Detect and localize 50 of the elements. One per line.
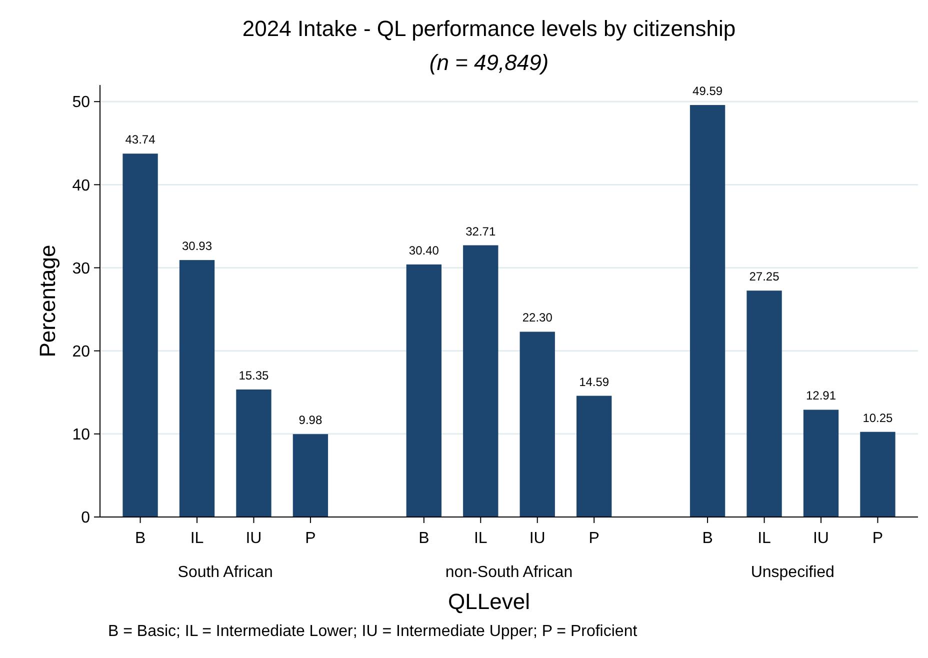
data-label: 30.40 (408, 243, 440, 258)
y-tick-label: 40 (72, 177, 90, 194)
y-tick-label: 0 (81, 510, 90, 527)
bar (406, 264, 442, 517)
data-label: 43.74 (125, 132, 156, 147)
text: non-South African (445, 564, 573, 581)
x-axis-title: QLLevel (448, 589, 530, 614)
data-label: 14.59 (579, 374, 610, 389)
text: South African (178, 564, 273, 581)
bar (292, 434, 328, 517)
data-label: 15.35 (238, 368, 270, 382)
chart-subtitle: (n = 49,849) (429, 50, 549, 75)
data-label: 9.98 (298, 413, 322, 428)
x-tick-label: B (134, 530, 146, 547)
data-label: 10.25 (862, 410, 894, 425)
data-label: 32.71 (466, 224, 496, 238)
bar (236, 389, 272, 517)
data-label: 22.30 (522, 310, 553, 325)
x-tick-label: IL (190, 530, 204, 547)
bar (746, 290, 782, 517)
x-tick-label: B (418, 530, 430, 547)
bar (122, 154, 158, 517)
x-tick-label: IL (474, 530, 488, 547)
x-tick-label: B (702, 530, 713, 547)
x-tick-label: P (872, 530, 884, 547)
x-tick-label: P (305, 530, 316, 547)
text: Unspecified (750, 564, 834, 581)
x-tick-label: IL (758, 530, 772, 547)
x-tick-label: IU (529, 530, 546, 547)
x-tick-label: IU (246, 530, 262, 547)
x-tick-label: IU (812, 530, 829, 547)
y-tick-label: 50 (72, 94, 90, 112)
y-tick-label: 20 (72, 343, 90, 360)
bar (463, 245, 498, 517)
bar (576, 396, 612, 517)
chart-title: 2024 Intake - QL performance levels by citizenship (242, 16, 736, 41)
y-tick-label: 10 (72, 426, 90, 444)
text: B = Basic; IL = Intermediate Lower; IU = Intermediate Upper; P = Proficient (108, 623, 638, 640)
data-label: 27.25 (749, 270, 780, 284)
bar (860, 432, 896, 517)
bar (520, 332, 555, 517)
y-tick-label: 30 (72, 260, 90, 278)
x-tick-label: P (588, 530, 600, 547)
bar (179, 260, 215, 517)
bar (803, 410, 839, 517)
data-label: 30.93 (182, 239, 212, 254)
data-label: 49.59 (692, 84, 723, 98)
bar (690, 105, 726, 517)
data-label: 12.91 (806, 388, 836, 403)
y-axis-title: Percentage (35, 244, 60, 358)
